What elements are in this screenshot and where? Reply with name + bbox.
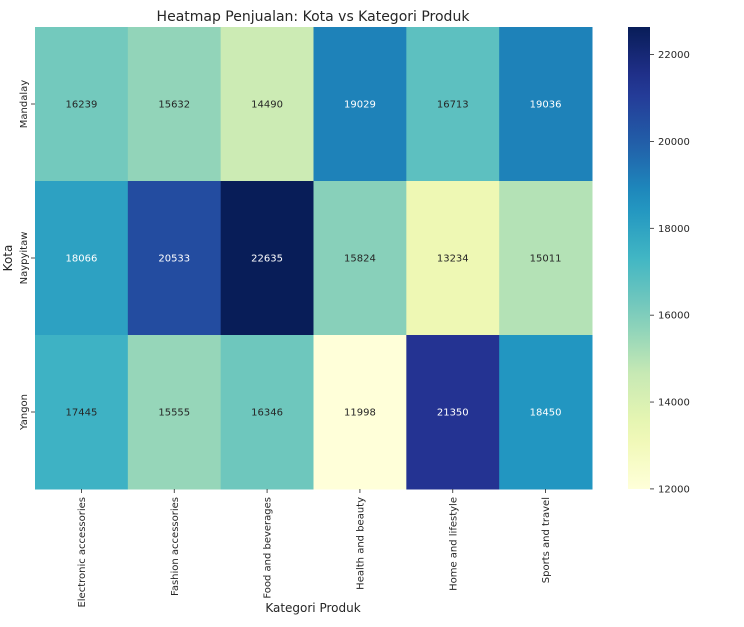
cell-value-label: 19036: [530, 100, 562, 111]
heatmap-cell: [499, 335, 593, 490]
cell-value-label: 17445: [66, 408, 98, 419]
cell-value-label: 20533: [158, 254, 190, 265]
colorbar: [628, 27, 650, 489]
cell-value-label: 15555: [158, 408, 190, 419]
heatmap-cell: [127, 27, 222, 182]
y-tick-label: Naypyitaw: [19, 232, 30, 285]
y-tick-label: Mandalay: [19, 80, 30, 128]
colorbar-ticks: 12000 14000 16000 18000 20000 22000: [650, 50, 690, 495]
heatmap-cells: 16239 15632 14490 19029 16713 19036 18066 20533…: [35, 27, 593, 490]
cell-value-label: 22635: [251, 254, 283, 265]
heatmap-cell: [35, 335, 129, 490]
heatmap-cell: [220, 27, 314, 182]
cell-value-label: 13234: [437, 254, 469, 265]
x-tick-label: Food and beverages: [263, 497, 274, 599]
cell-value-label: 21350: [437, 408, 469, 419]
y-tick-label: Yangon: [19, 394, 30, 431]
cell-value-label: 19029: [344, 100, 376, 111]
cell-value-label: 18450: [530, 408, 562, 419]
heatmap-cell: [406, 27, 500, 182]
cell-value-label: 16239: [66, 100, 98, 111]
cell-value-label: 15011: [530, 254, 562, 265]
cell-value-label: 18066: [66, 254, 98, 265]
chart-title: Heatmap Penjualan: Kota vs Kategori Prod…: [157, 9, 471, 25]
colorbar-tick-label: 14000: [658, 398, 690, 409]
heatmap-cell: [127, 335, 222, 490]
heatmap-cell: [406, 335, 500, 490]
x-axis-label: Kategori Produk: [265, 601, 360, 615]
colorbar-tick-label: 20000: [658, 137, 690, 148]
y-axis-label: Kota: [1, 245, 15, 272]
cell-value-label: 14490: [251, 100, 283, 111]
heatmap-cell: [499, 181, 593, 336]
heatmap-cell: [406, 181, 500, 336]
cell-value-label: 16346: [251, 408, 283, 419]
x-tick-labels: Electronic accessories Fashion accessorie…: [77, 489, 552, 608]
heatmap-cell: [35, 181, 129, 336]
heatmap-cell: [313, 181, 407, 336]
cell-value-label: 11998: [344, 408, 376, 419]
colorbar-tick-label: 12000: [658, 484, 690, 495]
x-tick-label: Sports and travel: [541, 497, 552, 583]
colorbar-tick-label: 22000: [658, 50, 690, 61]
cell-value-label: 15824: [344, 254, 376, 265]
heatmap-cell: [127, 181, 222, 336]
x-tick-label: Fashion accessories: [170, 497, 181, 596]
y-tick-labels: Mandalay Naypyitaw Yangon: [19, 80, 35, 431]
heatmap-cell: [220, 335, 314, 490]
x-tick-label: Home and lifestyle: [448, 497, 459, 591]
heatmap-cell: [35, 27, 129, 182]
heatmap-cell: [499, 27, 593, 182]
heatmap-cell: [313, 335, 407, 490]
heatmap-cell: [220, 181, 314, 336]
x-tick-label: Health and beauty: [355, 497, 366, 590]
x-tick-label: Electronic accessories: [77, 497, 88, 608]
colorbar-tick-label: 18000: [658, 224, 690, 235]
cell-value-label: 15632: [158, 100, 190, 111]
cell-value-label: 16713: [437, 100, 469, 111]
heatmap-cell: [313, 27, 407, 182]
colorbar-tick-label: 16000: [658, 311, 690, 322]
